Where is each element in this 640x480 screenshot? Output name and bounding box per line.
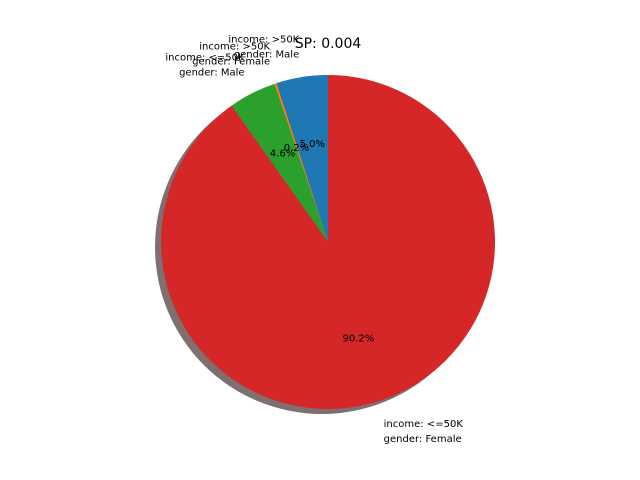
pie-slice-label-1: income: >50K gender: Female <box>192 42 270 68</box>
pie-slice-label-line: gender: Female <box>192 57 270 68</box>
pie-percent-label-2: 4.6% <box>270 149 295 160</box>
pie-slice-label-line: gender: Male <box>234 50 300 61</box>
pie-slice-label-line: income: >50K <box>228 35 299 46</box>
pie-slice-1 <box>274 83 328 242</box>
chart-title: SP: 0.004 <box>295 36 362 52</box>
pie-percent-label-3: 90.2% <box>342 333 374 344</box>
percent-label-layer: 5.0%0.2%4.6% 90.2% <box>270 139 374 344</box>
pie-slice-label-0: income: >50K gender: Male <box>228 35 299 61</box>
pie-slice-label-line: income: <=50K <box>165 52 245 63</box>
pie-slice-label-line: gender: Female <box>384 434 462 445</box>
pie-slice-3 <box>161 74 496 409</box>
pie-slice-0 <box>276 75 328 242</box>
pie-slice-label-3: income: <=50K gender: Female <box>384 419 464 445</box>
pie-slice-2 <box>231 83 328 242</box>
pie-slice-label-line: income: <=50K <box>384 419 464 430</box>
pie-slice-label-2: income: <=50K gender: Male <box>165 52 245 78</box>
pie-slice-label-line: gender: Male <box>179 67 245 78</box>
pie-percent-label-1: 0.2% <box>284 143 309 154</box>
pie-slice-layer <box>161 74 496 409</box>
pie-percent-label-0: 5.0% <box>300 139 325 150</box>
pie-slice-label-line: income: >50K <box>199 42 270 53</box>
